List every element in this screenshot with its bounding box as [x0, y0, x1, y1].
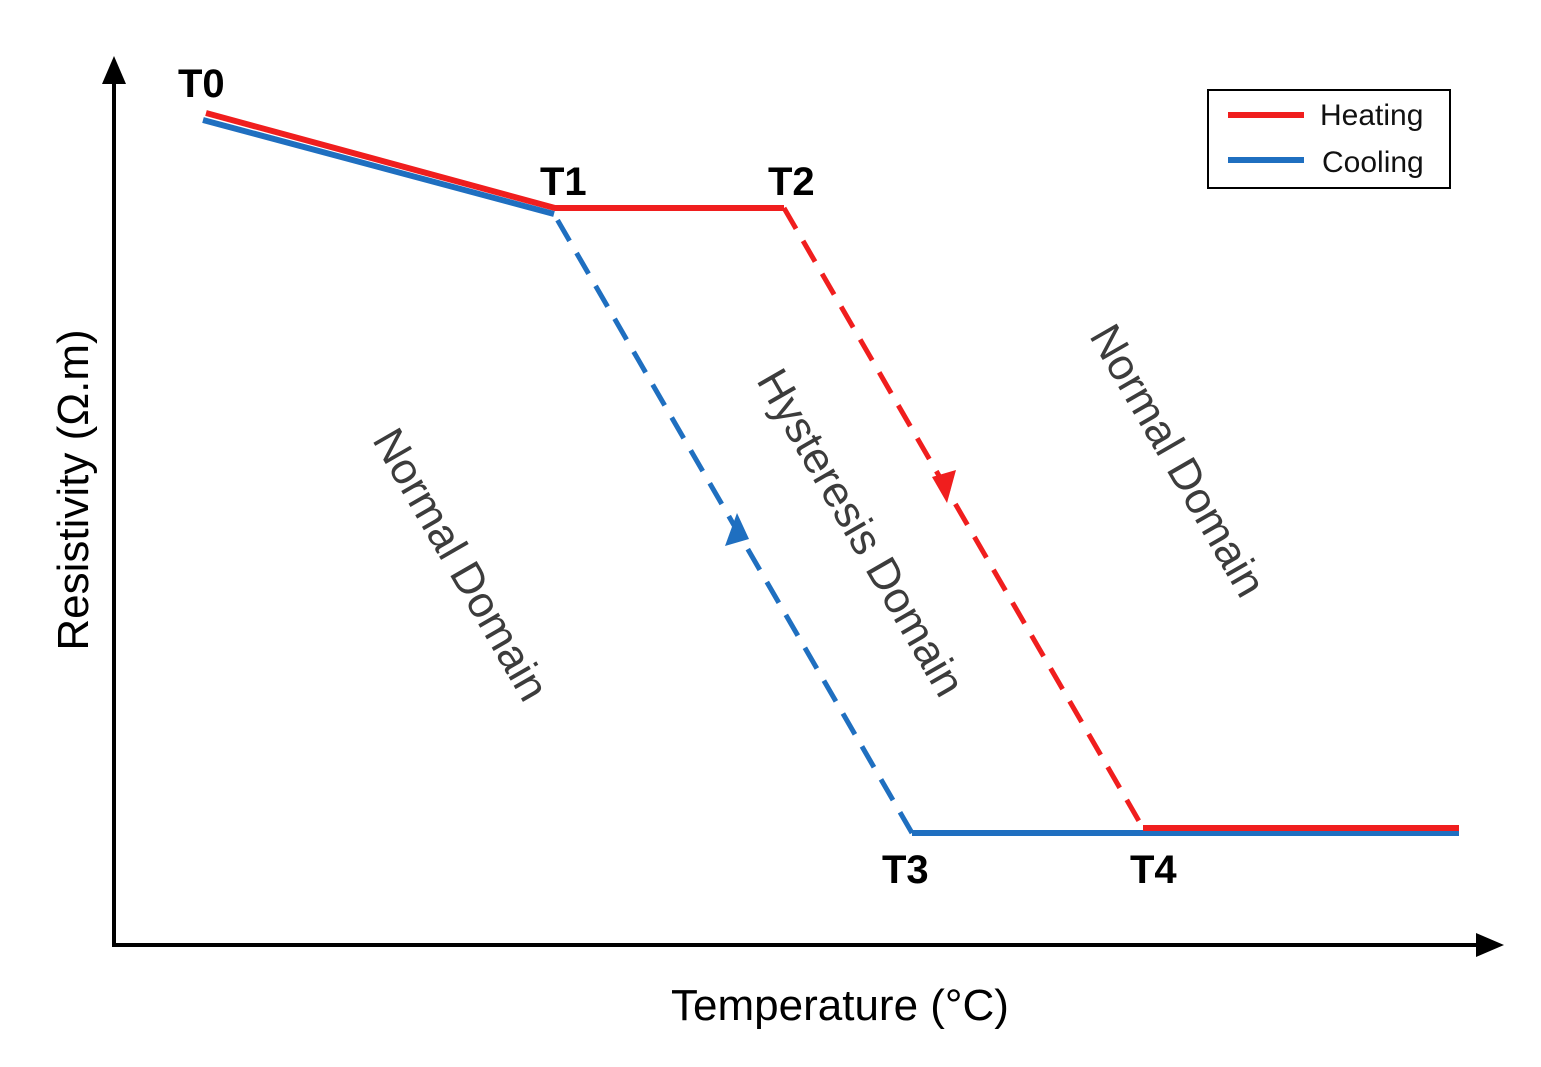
- x-axis-arrow-icon: [1476, 933, 1504, 957]
- domain-right-label: Normal Domain: [1080, 316, 1275, 605]
- label-t0: T0: [178, 62, 225, 106]
- domain-middle-label: Hysteresis Domain: [747, 361, 974, 705]
- label-t2: T2: [768, 160, 815, 204]
- heating-solid-upper: [205, 110, 784, 211]
- cooling-dashed-transition: [551, 212, 915, 835]
- legend-cooling-label: Cooling: [1322, 146, 1424, 179]
- heating-curve: [205, 110, 1459, 831]
- label-t1: T1: [540, 160, 587, 204]
- domain-labels: Normal Domain Hysteresis Domain Normal D…: [363, 316, 1275, 709]
- legend: Heating Cooling: [1207, 89, 1451, 189]
- y-axis-title: Resistivity (Ω.m): [49, 329, 98, 650]
- heating-dashed-transition: [781, 206, 1146, 830]
- legend-box: [1207, 89, 1451, 189]
- cooling-direction-arrow-icon: [725, 513, 749, 546]
- heating-direction-arrow-icon: [932, 470, 956, 503]
- label-t4: T4: [1130, 848, 1177, 892]
- y-axis-arrow-icon: [102, 56, 126, 84]
- x-axis-title: Temperature (°C): [671, 981, 1009, 1030]
- legend-heating-label: Heating: [1320, 99, 1423, 132]
- cooling-curve: [202, 117, 1459, 836]
- temperature-labels: T0 T1 T2 T3 T4: [178, 62, 1177, 892]
- cooling-solid-upper: [202, 117, 555, 217]
- domain-left-label: Normal Domain: [363, 420, 558, 709]
- axes: [102, 56, 1504, 957]
- label-t3: T3: [882, 848, 929, 892]
